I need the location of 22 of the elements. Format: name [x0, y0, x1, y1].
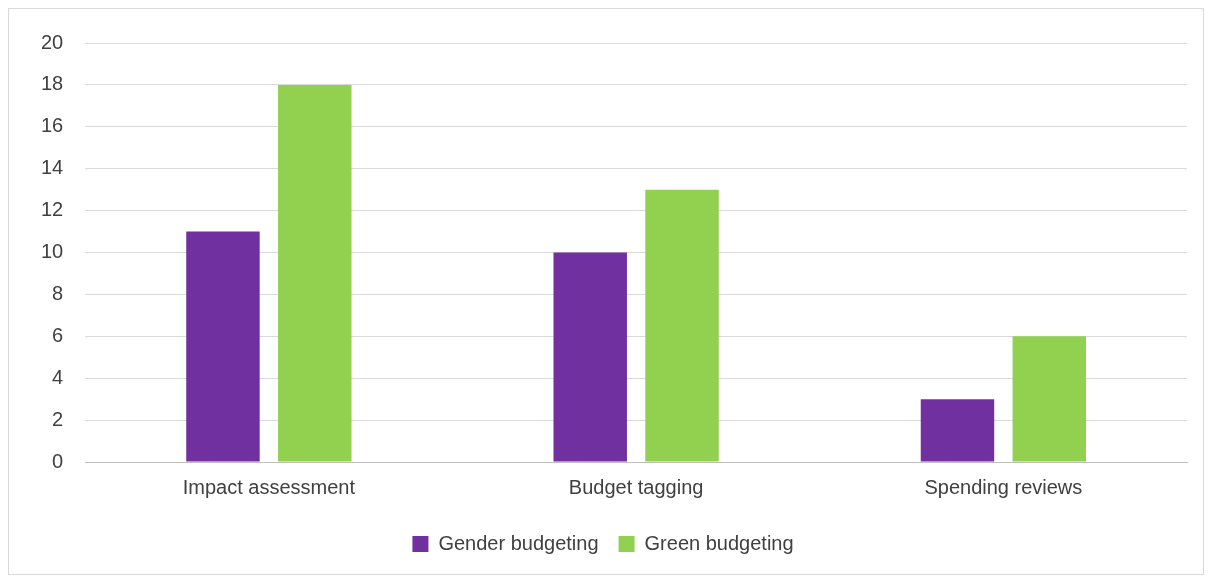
- x-tick-label: Impact assessment: [182, 475, 356, 498]
- y-tick-label: 4: [52, 365, 64, 388]
- y-tick-label: 6: [52, 323, 64, 346]
- y-tick-label: 18: [41, 72, 64, 95]
- legend-label: Green budgeting: [644, 531, 794, 554]
- y-tick-label: 14: [41, 156, 64, 179]
- y-tick-label: 12: [41, 198, 64, 221]
- y-tick-label: 8: [52, 281, 64, 304]
- y-tick-label: 10: [41, 240, 64, 263]
- bar: [645, 189, 719, 462]
- y-tick-label: 20: [41, 30, 64, 53]
- bar: [186, 231, 260, 462]
- x-tick-label: Budget tagging: [568, 475, 704, 498]
- legend-label: Gender budgeting: [438, 531, 599, 554]
- bar: [278, 84, 352, 462]
- y-tick-label: 16: [41, 114, 64, 137]
- y-tick-label: 2: [52, 407, 64, 430]
- y-tick-label: 0: [52, 449, 64, 472]
- bar: [1012, 336, 1087, 462]
- bar: [920, 399, 995, 462]
- x-tick-label: Spending reviews: [924, 475, 1083, 498]
- bar: [553, 252, 627, 462]
